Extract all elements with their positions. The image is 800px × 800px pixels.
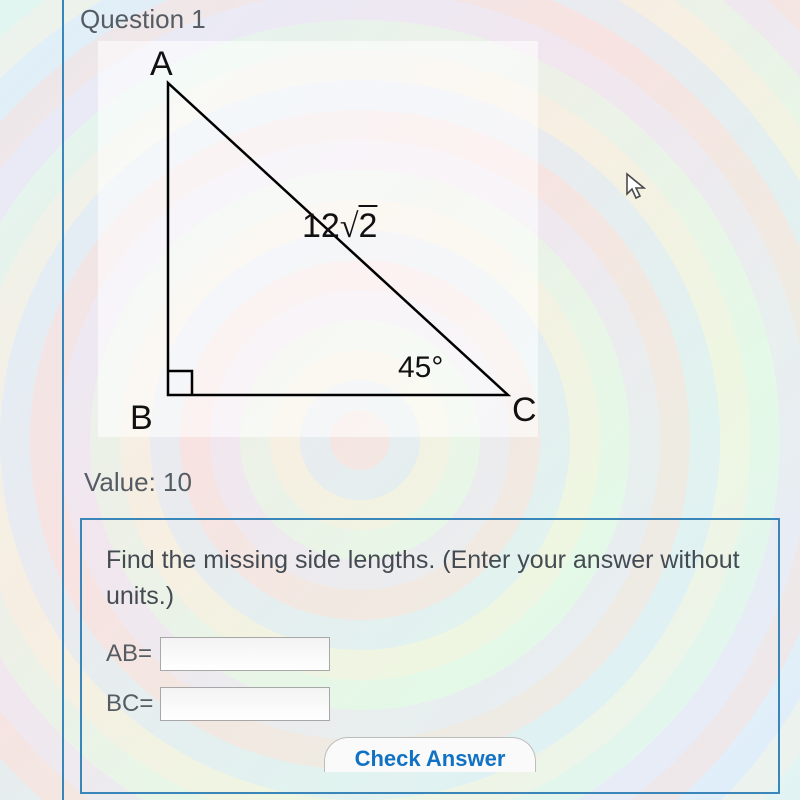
triangle-figure: A B C 12√2 45°: [98, 41, 538, 437]
question-title: Question 1: [80, 0, 780, 35]
answer-box: Find the missing side lengths. (Enter yo…: [80, 518, 780, 794]
bc-input[interactable]: [160, 687, 330, 721]
angle-c-label: 45°: [398, 351, 443, 385]
question-prompt: Find the missing side lengths. (Enter yo…: [106, 542, 754, 615]
check-answer-button[interactable]: Check Answer: [324, 737, 537, 772]
bc-label: BC=: [106, 690, 160, 718]
hypotenuse-label: 12√2: [302, 207, 377, 246]
left-rule: [62, 0, 64, 800]
vertex-c-label: C: [512, 391, 537, 430]
ab-label: AB=: [106, 640, 160, 668]
vertex-b-label: B: [130, 399, 153, 438]
vertex-a-label: A: [150, 45, 173, 84]
question-content: Question 1 A B C 12√2 45° Value: 10 Find…: [80, 0, 780, 794]
point-value: Value: 10: [84, 467, 780, 498]
row-bc: BC=: [106, 687, 754, 721]
row-ab: AB=: [106, 637, 754, 671]
ab-input[interactable]: [160, 637, 330, 671]
